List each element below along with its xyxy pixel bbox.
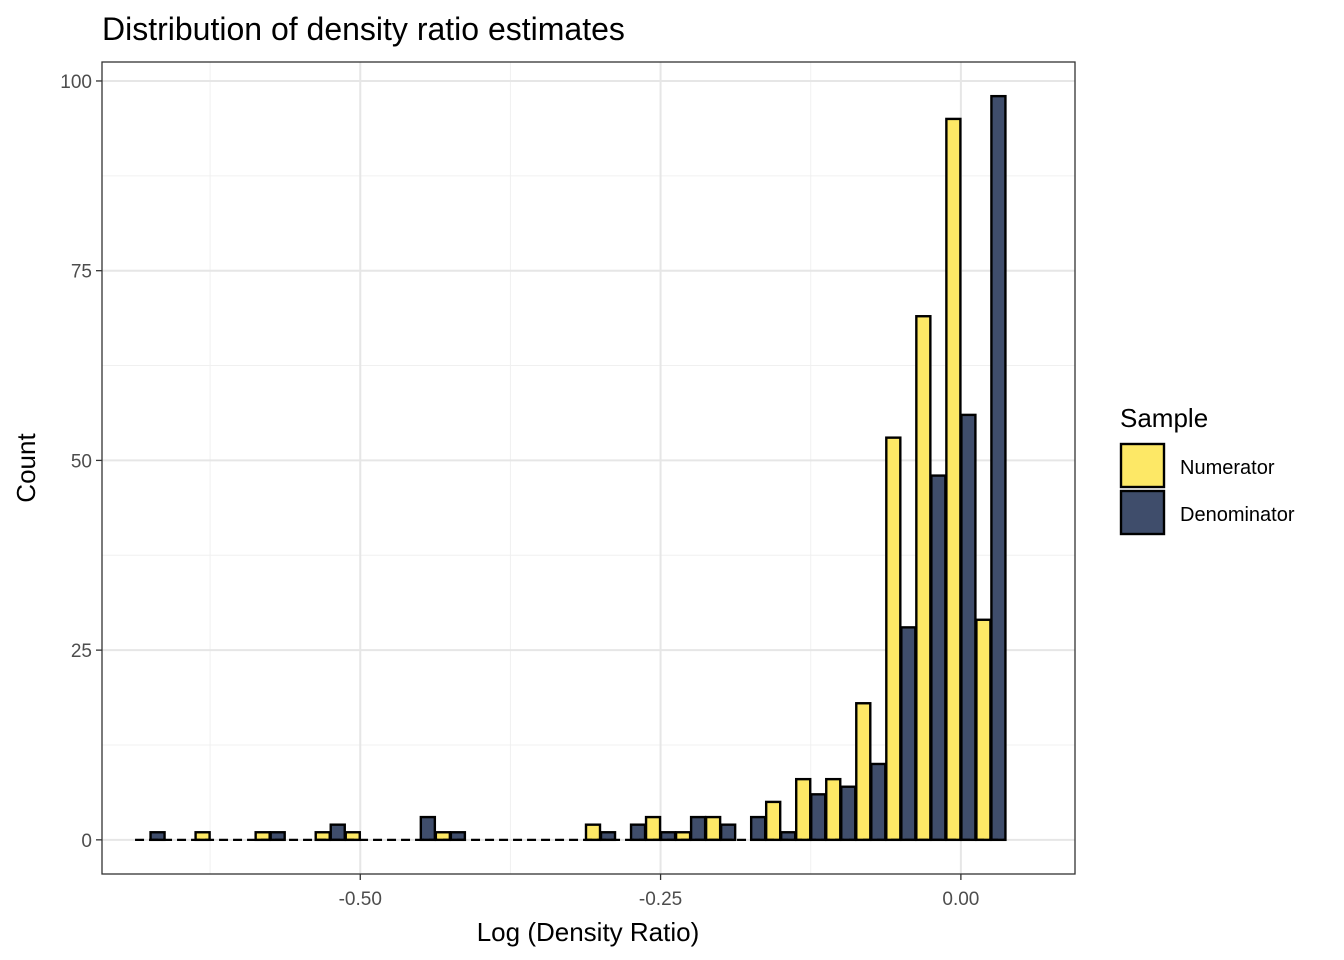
bar-numerator (434, 831, 452, 842)
bar-denominator (719, 823, 737, 842)
legend: Sample Numerator Denominator (1119, 403, 1295, 536)
bar-denominator (599, 831, 617, 842)
bar-denominator (149, 831, 166, 842)
bar-numerator (254, 831, 271, 842)
bar-numerator (855, 702, 872, 842)
bar-numerator (795, 777, 812, 842)
bar-denominator (329, 823, 346, 842)
bar-numerator (764, 800, 782, 842)
bar-denominator (419, 815, 437, 842)
bar-numerator (975, 618, 992, 842)
bar-denominator (659, 831, 677, 842)
bar-denominator (840, 785, 857, 842)
y-axis-title: Count (11, 433, 41, 503)
plot-panel-border (101, 61, 1076, 875)
bar-numerator (885, 436, 902, 842)
bar-numerator (314, 831, 331, 842)
bar-numerator (945, 117, 962, 842)
y-tick-label: 100 (60, 72, 92, 93)
bar-denominator (810, 793, 827, 842)
y-tick-label: 0 (81, 831, 92, 852)
bar-numerator (825, 777, 842, 842)
bar-numerator (674, 831, 692, 842)
bar-denominator (870, 762, 887, 842)
x-tick-label: -0.50 (339, 889, 382, 910)
x-tick-label: -0.25 (639, 889, 682, 910)
x-axis-title: Log (Density Ratio) (477, 917, 700, 947)
y-tick-label: 50 (71, 451, 92, 472)
x-axis: -0.50 -0.25 0.00 (339, 874, 979, 910)
legend-label-denominator: Denominator (1180, 504, 1295, 526)
bar-denominator (900, 626, 917, 842)
bar-numerator (644, 815, 662, 842)
bar-denominator (749, 815, 767, 842)
y-axis: 0 25 50 75 100 (60, 72, 102, 852)
chart-title: Distribution of density ratio estimates (102, 11, 625, 47)
bar-denominator (449, 831, 467, 842)
legend-key-numerator (1119, 442, 1166, 489)
x-tick-label: 0.00 (942, 889, 979, 910)
y-tick-label: 75 (71, 262, 92, 283)
y-tick-label: 25 (71, 641, 92, 662)
bar-numerator (704, 815, 722, 842)
minor-gridlines (102, 62, 1075, 874)
bar-denominator (269, 831, 286, 842)
bar-denominator (960, 413, 977, 842)
bar-numerator (344, 831, 361, 842)
legend-title: Sample (1120, 403, 1208, 433)
bar-denominator (629, 823, 647, 842)
bar-denominator (779, 831, 797, 842)
bar-numerator (915, 315, 932, 842)
bar-denominator (930, 474, 947, 842)
legend-key-denominator (1119, 489, 1166, 536)
bar-denominator (990, 94, 1007, 842)
bar-denominator (689, 815, 707, 842)
legend-label-numerator: Numerator (1180, 457, 1275, 479)
bar-numerator (584, 823, 602, 842)
bar-numerator (194, 831, 211, 842)
